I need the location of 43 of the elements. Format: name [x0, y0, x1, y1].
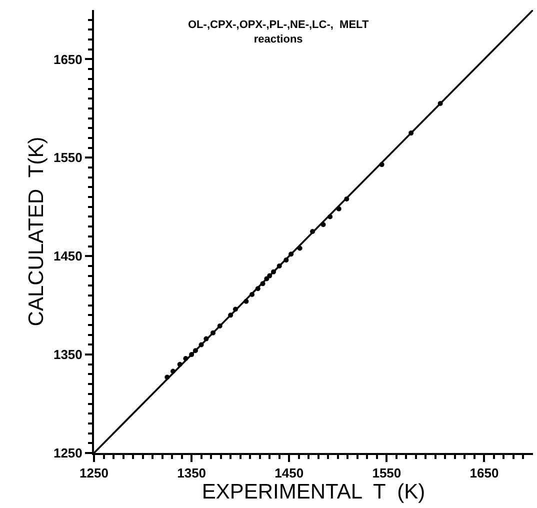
point [379, 162, 384, 168]
point [250, 292, 255, 297]
point [255, 286, 260, 292]
y-tick-label: 1250 [53, 446, 82, 461]
point [284, 258, 289, 263]
annotation: OL-,CPX-,OPX-,PL-,NE-,LC-, MELT reactions [188, 19, 369, 46]
x-tick-label: 1350 [177, 466, 206, 481]
point [177, 362, 182, 367]
point [192, 348, 198, 354]
point [288, 252, 294, 257]
x-tick-label: 1450 [274, 466, 304, 481]
point [438, 101, 443, 106]
point [232, 306, 238, 312]
point [408, 130, 414, 136]
point [267, 273, 272, 278]
point [276, 263, 282, 268]
y-axis-title: CALCULATED T(K) [25, 136, 48, 326]
point [210, 330, 216, 336]
point [164, 374, 170, 380]
point [228, 312, 234, 318]
y-tick-label: 1450 [53, 248, 82, 264]
y-tick-label: 1650 [53, 52, 82, 67]
point [198, 342, 204, 348]
point [183, 356, 188, 361]
point [244, 298, 249, 304]
point [260, 281, 266, 286]
x-tick-label: 1250 [80, 466, 108, 481]
y-tick-label: 1350 [53, 347, 82, 362]
point [170, 368, 176, 374]
point [204, 336, 209, 342]
point [271, 269, 276, 274]
point [217, 324, 222, 329]
point [297, 246, 302, 251]
point [320, 222, 326, 228]
point [310, 229, 316, 234]
point [189, 352, 194, 358]
point [344, 196, 350, 202]
point [328, 214, 333, 220]
x-tick-label: 1650 [470, 466, 499, 481]
x-axis-title: EXPERIMENTAL T (K) [202, 480, 426, 504]
point [336, 206, 342, 212]
y-tick-label: 1550 [53, 150, 82, 166]
x-tick-label: 1550 [372, 466, 402, 481]
